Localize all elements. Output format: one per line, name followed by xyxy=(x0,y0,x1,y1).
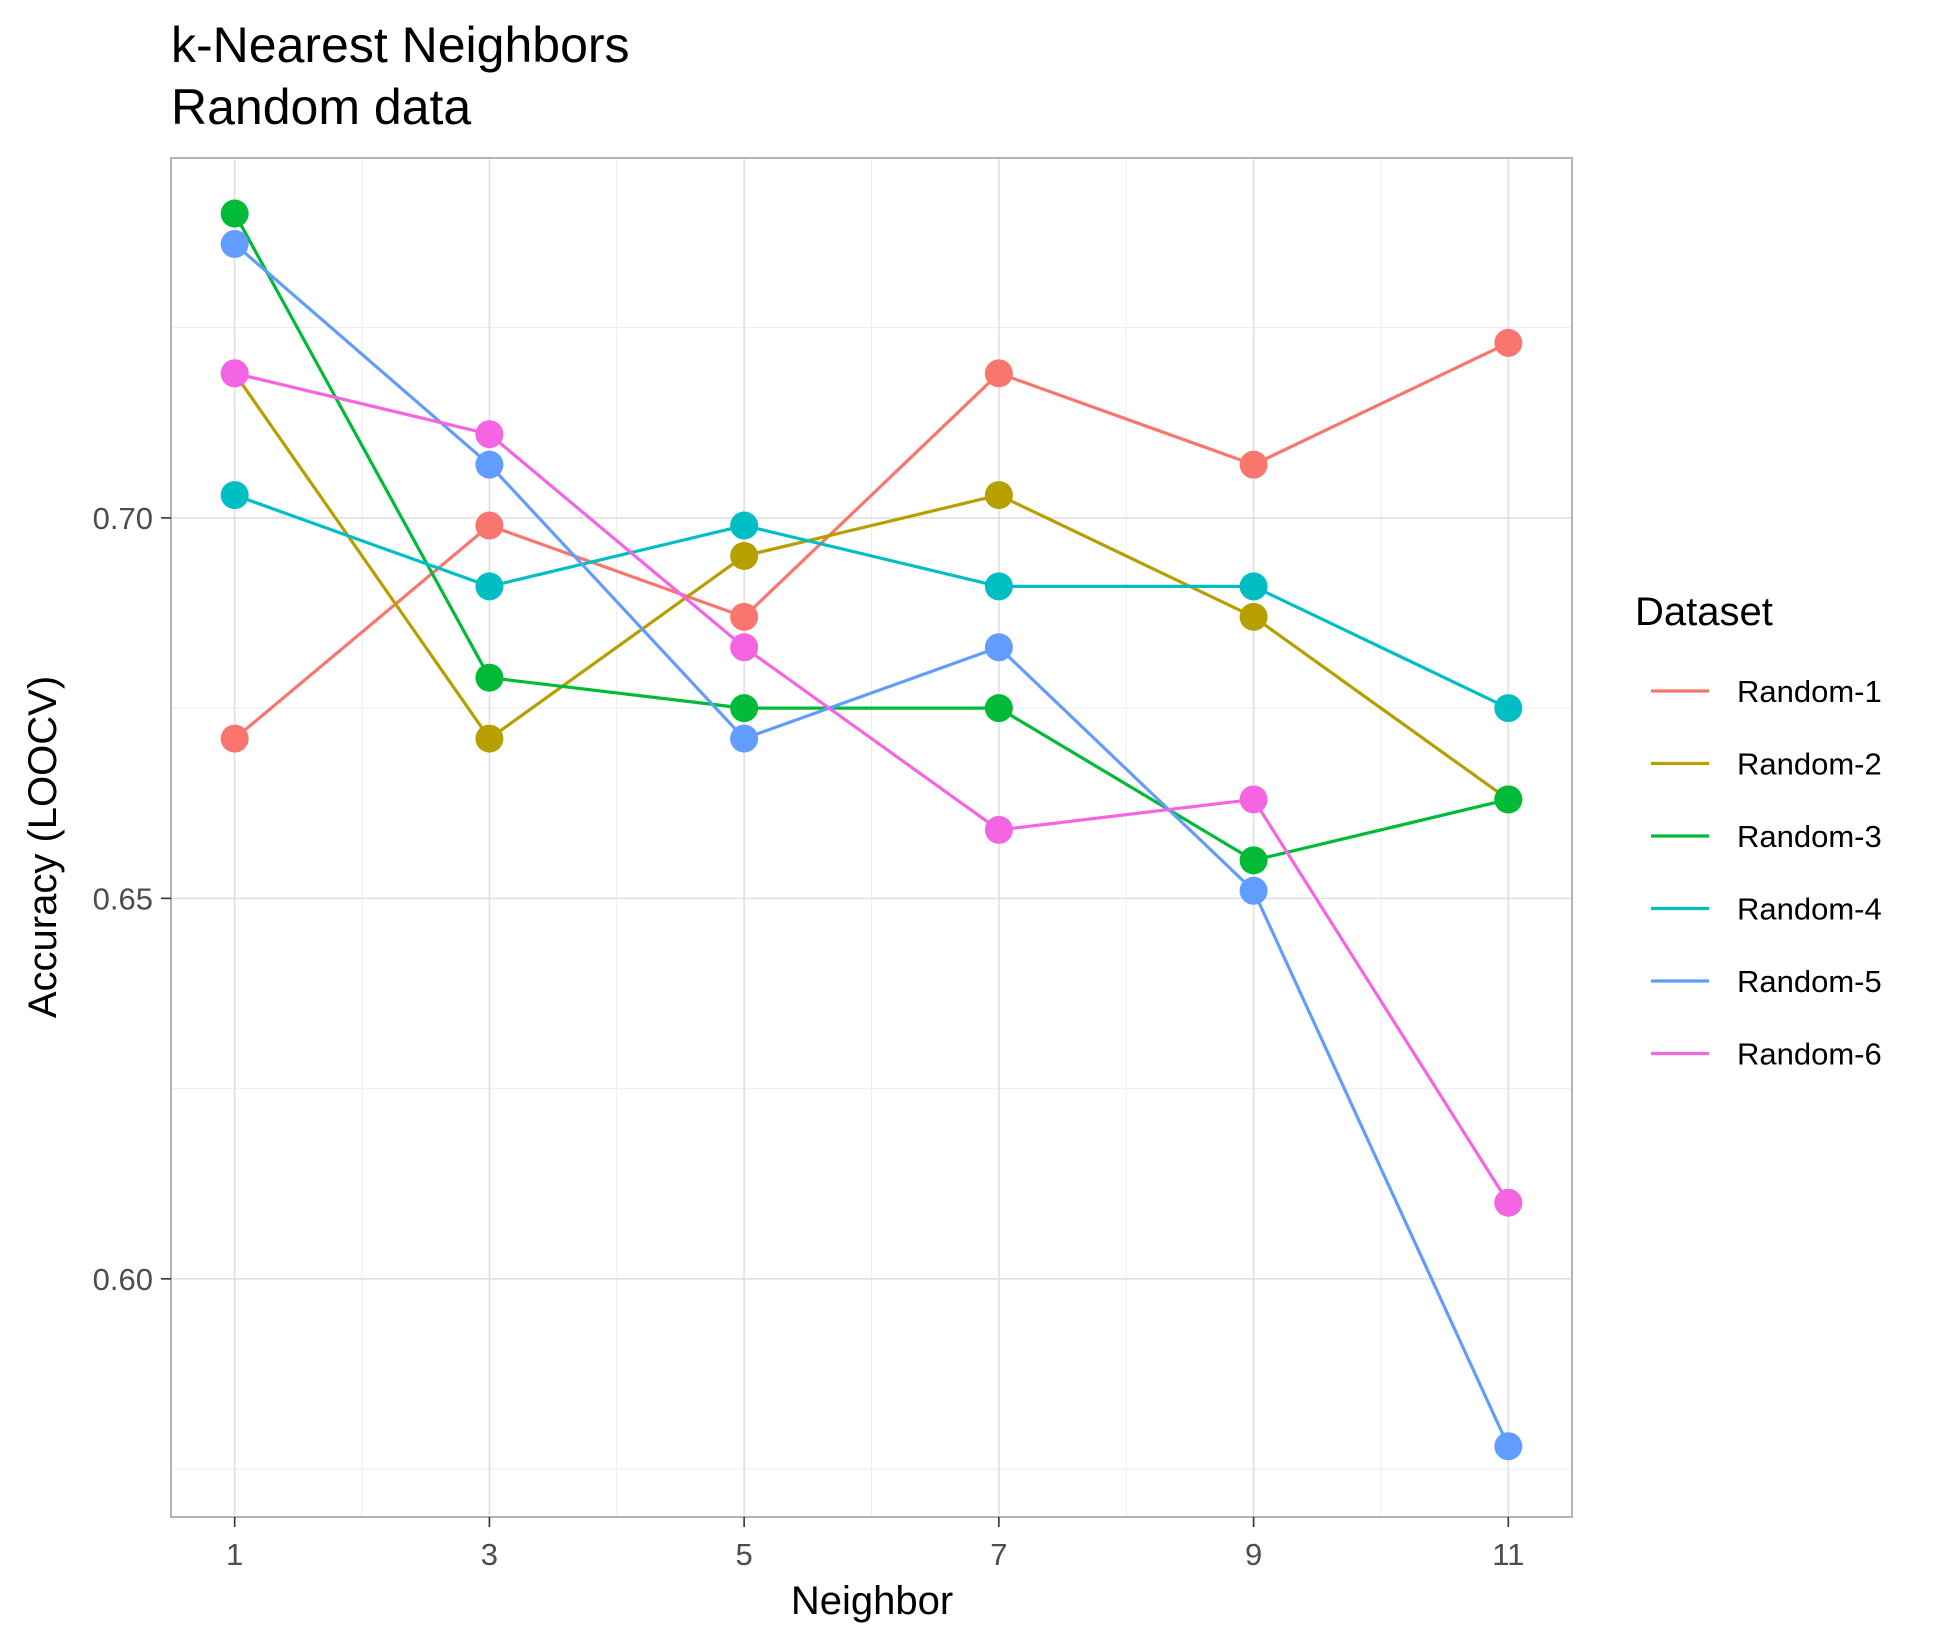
legend-title: Dataset xyxy=(1635,590,1773,634)
data-point-random-3 xyxy=(475,663,504,692)
y-axis-title: Accuracy (LOOCV) xyxy=(21,676,65,1018)
y-tick-label: 0.70 xyxy=(93,501,153,536)
y-tick-label: 0.60 xyxy=(93,1262,153,1297)
x-axis-title: Neighbor xyxy=(791,1579,953,1623)
data-point-random-5 xyxy=(220,229,249,258)
series-line-random-2 xyxy=(233,372,1510,801)
x-tick-label: 3 xyxy=(481,1537,498,1572)
data-point-random-3 xyxy=(730,694,759,723)
legend-item-random-3: Random-3 xyxy=(1651,819,1882,854)
legend-label: Random-2 xyxy=(1737,747,1882,782)
data-point-random-6 xyxy=(1494,1188,1523,1217)
data-point-random-1 xyxy=(1494,328,1523,357)
x-tick-label: 11 xyxy=(1492,1537,1524,1572)
data-point-random-2 xyxy=(475,724,504,753)
legend-item-random-6: Random-6 xyxy=(1651,1037,1882,1072)
x-tick-label: 9 xyxy=(1245,1537,1262,1572)
data-point-random-2 xyxy=(1239,602,1268,631)
chart-title: k-Nearest Neighbors xyxy=(171,17,630,73)
data-point-random-5 xyxy=(1239,876,1268,905)
data-point-random-5 xyxy=(1494,1432,1523,1461)
data-point-random-1 xyxy=(984,359,1013,388)
series-line-random-6 xyxy=(234,371,1510,1204)
data-point-random-4 xyxy=(220,481,249,510)
legend-label: Random-3 xyxy=(1737,819,1882,854)
legend-label: Random-1 xyxy=(1737,674,1882,709)
data-point-random-3 xyxy=(1494,785,1523,814)
x-tick-label: 1 xyxy=(226,1537,243,1572)
data-point-random-4 xyxy=(1239,572,1268,601)
legend-item-random-4: Random-4 xyxy=(1651,892,1882,927)
data-point-random-6 xyxy=(1239,785,1268,814)
series-line-random-3 xyxy=(233,212,1509,862)
y-axis-tick-labels: 0.60 0.65 0.70 xyxy=(93,501,153,1297)
y-tick-label: 0.65 xyxy=(93,881,153,916)
data-point-random-4 xyxy=(730,511,759,540)
data-point-random-4 xyxy=(475,572,504,601)
legend-items: Random-1 Random-2 Random-3 Random-4 Random-5… xyxy=(1651,674,1882,1072)
series-line-random-5 xyxy=(233,242,1510,1447)
series-line-random-1 xyxy=(233,341,1510,740)
legend-label: Random-5 xyxy=(1737,964,1882,999)
data-point-random-6 xyxy=(730,633,759,662)
chart-subtitle: Random data xyxy=(171,79,471,135)
x-axis-tick-labels: 1 3 5 7 9 11 xyxy=(226,1537,1524,1572)
data-point-random-5 xyxy=(730,724,759,753)
legend: Dataset Random-1 Random-2 Random-3 Random-4… xyxy=(1635,590,1882,1072)
data-point-random-6 xyxy=(475,420,504,449)
series-lines xyxy=(233,212,1510,1447)
data-point-random-2 xyxy=(730,541,759,570)
data-point-random-5 xyxy=(984,633,1013,662)
data-point-random-2 xyxy=(984,481,1013,510)
plot-panel xyxy=(170,157,1573,1518)
grid-minor xyxy=(171,158,1572,1517)
legend-item-random-2: Random-2 xyxy=(1651,747,1882,782)
series-points xyxy=(220,199,1523,1461)
series-line-random-4 xyxy=(234,493,1510,710)
data-point-random-3 xyxy=(984,694,1013,723)
data-point-random-6 xyxy=(984,815,1013,844)
legend-label: Random-4 xyxy=(1737,892,1882,927)
data-point-random-3 xyxy=(1239,846,1268,875)
data-point-random-6 xyxy=(220,359,249,388)
x-tick-label: 5 xyxy=(736,1537,753,1572)
axis-ticks xyxy=(161,517,1510,1527)
data-point-random-4 xyxy=(1494,694,1523,723)
data-point-random-1 xyxy=(475,511,504,540)
legend-item-random-1: Random-1 xyxy=(1651,674,1882,709)
data-point-random-5 xyxy=(475,450,504,479)
data-point-random-4 xyxy=(984,572,1013,601)
legend-label: Random-6 xyxy=(1737,1037,1882,1072)
data-point-random-1 xyxy=(730,602,759,631)
data-point-random-1 xyxy=(220,724,249,753)
x-tick-label: 7 xyxy=(990,1537,1007,1572)
legend-item-random-5: Random-5 xyxy=(1651,964,1882,999)
data-point-random-3 xyxy=(220,199,249,228)
data-point-random-1 xyxy=(1239,450,1268,479)
